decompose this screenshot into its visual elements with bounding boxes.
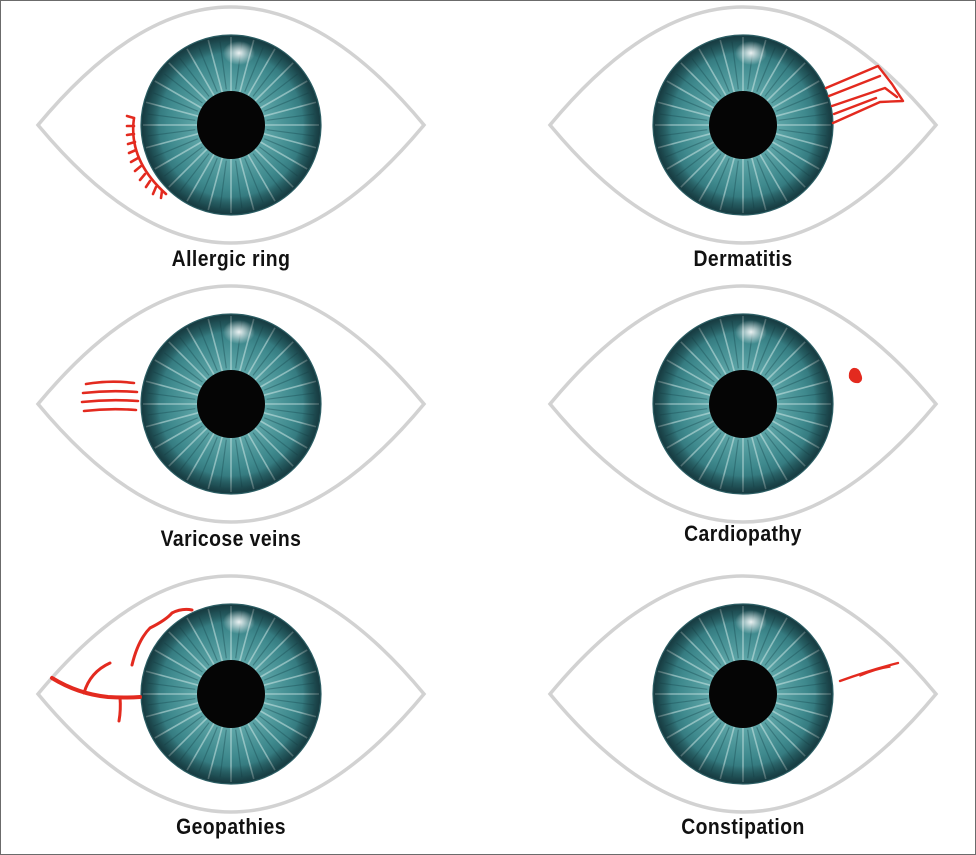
eye-cardiopathy [550, 286, 936, 522]
caption-constipation: Constipation [681, 814, 805, 839]
varicose-veins-mark [80, 380, 140, 413]
caption-varicose-veins: Varicose veins [160, 526, 302, 551]
eye-varicose-veins [38, 286, 424, 522]
caption-cardiopathy: Cardiopathy [684, 521, 802, 546]
constipation-mark [838, 661, 900, 683]
geopathies-mark [50, 607, 194, 723]
caption-geopathies: Geopathies [176, 814, 286, 839]
caption-dermatitis: Dermatitis [693, 246, 793, 271]
allergic-ring-mark [125, 114, 168, 200]
caption-allergic-ring: Allergic ring [171, 246, 291, 271]
eye-dermatitis [550, 7, 936, 243]
eye-allergic-ring [38, 7, 424, 243]
eye-constipation [550, 576, 936, 812]
cardiopathy-mark [848, 367, 863, 384]
dermatitis-mark [824, 64, 905, 125]
